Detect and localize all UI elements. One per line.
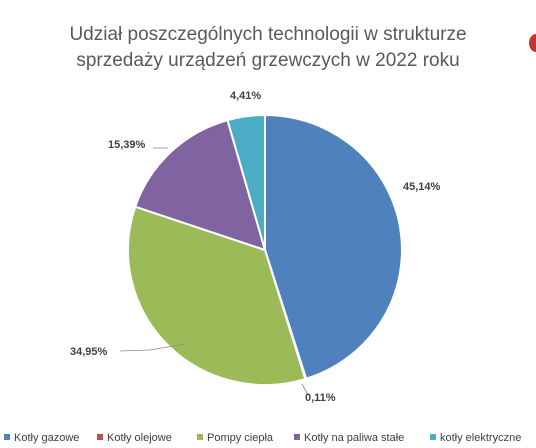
pie-slice-pompy-ciepla (127, 205, 307, 386)
chart-title-line-2: sprzedaży urządzeń grzewczych w 2022 rok… (76, 50, 460, 71)
pie-slices (127, 114, 403, 386)
data-label-pompy-ciepla: 34,95% (70, 346, 108, 358)
legend-item-pompy-ciepla: Pompy ciepła (197, 430, 273, 446)
legend-item-kotly-gazowe: Kotły gazowe (4, 430, 79, 446)
chart-title-line-1: Udział poszczególnych technologii w stru… (69, 24, 467, 45)
legend-swatch-pompy-ciepla (197, 434, 203, 441)
chart-title: Udział poszczególnych technologii w stru… (0, 22, 536, 74)
pie-slice-kotly-elektryczne (226, 114, 266, 251)
leader-line-pompy-ciepla (119, 343, 186, 352)
legend-swatch-kotly-olejowe (97, 434, 103, 441)
legend-label-kotly-elektryczne: kotły elektryczne (440, 432, 522, 444)
leader-line-kotly-olejowe (301, 383, 309, 396)
pie-slice-kotly-gazowe (264, 114, 403, 380)
data-label-kotly-na-paliwa-stale: 15,39% (108, 139, 146, 151)
legend-label-kotly-gazowe: Kotły gazowe (14, 432, 80, 444)
data-label-kotly-gazowe: 45,14% (403, 181, 441, 193)
legend-swatch-kotly-elektryczne (430, 434, 436, 441)
data-label-kotly-elektryczne: 4,41% (230, 90, 261, 102)
legend-swatch-kotly-na-paliwa-stale (294, 434, 300, 441)
legend-label-kotly-na-paliwa-stale: Kotły na paliwa stałe (304, 432, 405, 444)
pie-slice-kotly-na-paliwa-stale (134, 119, 266, 251)
legend-item-kotly-na-paliwa-stale: Kotły na paliwa stałe (294, 430, 404, 446)
legend-swatch-kotly-gazowe (4, 434, 10, 441)
cropped-red-mark (529, 34, 536, 52)
data-labels: 45,14% 0,11% 34,95% 15,39% 4,41% (70, 90, 441, 404)
legend: Kotły gazowe Kotły olejowe Pompy ciepła Kot… (0, 430, 536, 446)
legend-item-kotly-olejowe: Kotły olejowe (97, 430, 172, 446)
leader-lines (119, 147, 309, 396)
legend-label-kotly-olejowe: Kotły olejowe (107, 432, 172, 444)
legend-item-kotly-elektryczne: kotły elektryczne (430, 430, 521, 446)
legend-label-pompy-ciepla: Pompy ciepła (207, 432, 274, 444)
data-label-kotly-olejowe: 0,11% (305, 392, 336, 404)
